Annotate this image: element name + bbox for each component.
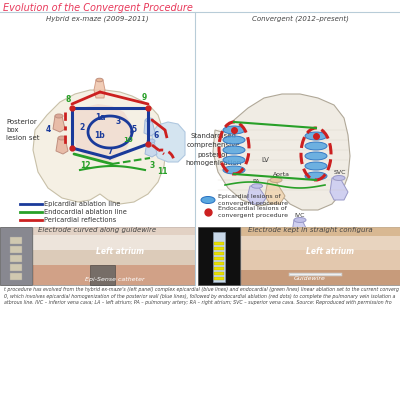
Ellipse shape bbox=[270, 178, 282, 182]
Ellipse shape bbox=[58, 136, 66, 140]
Ellipse shape bbox=[305, 172, 327, 180]
Ellipse shape bbox=[201, 196, 215, 204]
Text: Epicardial ablation line: Epicardial ablation line bbox=[44, 201, 120, 207]
Text: Endocardial lesions of
convergent procedure: Endocardial lesions of convergent proced… bbox=[218, 206, 288, 218]
Text: Hybrid ex-maze (2009–2011): Hybrid ex-maze (2009–2011) bbox=[46, 15, 148, 22]
Bar bbox=[214, 277, 224, 280]
Ellipse shape bbox=[223, 146, 245, 154]
Ellipse shape bbox=[223, 126, 245, 134]
Bar bbox=[241, 227, 400, 236]
Text: t procedure has evolved from the hybrid ex-maze’s (left panel) complex epicardia: t procedure has evolved from the hybrid … bbox=[4, 287, 399, 305]
Text: Guidewire: Guidewire bbox=[294, 276, 326, 280]
Bar bbox=[241, 250, 400, 270]
Text: SVC: SVC bbox=[334, 170, 346, 175]
Text: Electrode kept in straight configura: Electrode kept in straight configura bbox=[248, 227, 372, 233]
Text: Pericardial reflections: Pericardial reflections bbox=[44, 217, 116, 223]
Polygon shape bbox=[53, 116, 65, 132]
Bar bbox=[33, 250, 195, 265]
Bar bbox=[10, 273, 22, 280]
Bar bbox=[241, 227, 400, 285]
Polygon shape bbox=[292, 220, 308, 238]
Text: 4: 4 bbox=[45, 126, 51, 134]
Polygon shape bbox=[330, 178, 348, 200]
Text: Evolution of the Convergent Procedure: Evolution of the Convergent Procedure bbox=[3, 3, 193, 13]
Bar bbox=[241, 236, 400, 250]
Text: 2: 2 bbox=[79, 124, 85, 132]
Text: Left atrium: Left atrium bbox=[96, 248, 144, 256]
Bar bbox=[0, 227, 32, 285]
Text: Convergent (2012–present): Convergent (2012–present) bbox=[252, 15, 348, 22]
Bar bbox=[10, 237, 22, 244]
Text: Posterior
box
lesion set: Posterior box lesion set bbox=[6, 118, 40, 142]
Text: 8: 8 bbox=[65, 96, 71, 104]
Ellipse shape bbox=[55, 114, 63, 118]
Text: Aorta: Aorta bbox=[272, 172, 290, 177]
Ellipse shape bbox=[223, 136, 245, 144]
Bar bbox=[214, 247, 224, 250]
Text: 3: 3 bbox=[115, 118, 121, 126]
Bar bbox=[10, 246, 22, 253]
Text: Electrode curved along guidewire: Electrode curved along guidewire bbox=[38, 227, 156, 233]
Text: Endocardial ablation line: Endocardial ablation line bbox=[44, 209, 127, 215]
Ellipse shape bbox=[223, 156, 245, 164]
Bar bbox=[198, 227, 240, 285]
Ellipse shape bbox=[333, 176, 345, 180]
Text: Left atrium: Left atrium bbox=[306, 248, 354, 256]
Ellipse shape bbox=[252, 184, 262, 188]
Bar bbox=[214, 272, 224, 275]
Polygon shape bbox=[56, 138, 68, 154]
Text: 9: 9 bbox=[141, 94, 147, 102]
Ellipse shape bbox=[96, 78, 103, 82]
Text: 7: 7 bbox=[107, 148, 113, 156]
Text: 1b: 1b bbox=[95, 132, 105, 140]
Ellipse shape bbox=[223, 166, 245, 174]
Ellipse shape bbox=[305, 132, 327, 140]
Bar bbox=[33, 265, 195, 285]
Bar bbox=[10, 255, 22, 262]
Bar bbox=[33, 227, 195, 285]
Polygon shape bbox=[33, 90, 166, 204]
Text: Standardised
comprehensive
posterior
homogenisation: Standardised comprehensive posterior hom… bbox=[185, 134, 241, 166]
Bar bbox=[214, 262, 224, 265]
Ellipse shape bbox=[147, 139, 155, 143]
Text: 11: 11 bbox=[157, 168, 167, 176]
Polygon shape bbox=[265, 180, 285, 204]
Bar bbox=[33, 227, 195, 235]
Text: 10: 10 bbox=[123, 137, 133, 143]
Text: 3: 3 bbox=[149, 162, 155, 170]
Polygon shape bbox=[94, 80, 105, 98]
Polygon shape bbox=[213, 94, 350, 210]
Text: 6: 6 bbox=[153, 132, 159, 140]
Bar bbox=[241, 270, 400, 285]
Text: 1a: 1a bbox=[95, 114, 105, 122]
Polygon shape bbox=[72, 104, 132, 163]
Ellipse shape bbox=[305, 162, 327, 170]
Text: PA: PA bbox=[252, 179, 260, 184]
Text: 5: 5 bbox=[132, 126, 136, 134]
Polygon shape bbox=[145, 141, 157, 157]
Ellipse shape bbox=[305, 142, 327, 150]
Ellipse shape bbox=[146, 118, 154, 122]
Text: LV: LV bbox=[261, 157, 269, 163]
Bar bbox=[214, 267, 224, 270]
Text: 12: 12 bbox=[80, 162, 90, 170]
Polygon shape bbox=[152, 122, 185, 162]
Bar bbox=[214, 252, 224, 255]
Bar bbox=[214, 242, 224, 245]
Ellipse shape bbox=[305, 152, 327, 160]
Bar bbox=[214, 257, 224, 260]
Text: IVC: IVC bbox=[295, 213, 305, 218]
Polygon shape bbox=[144, 120, 155, 136]
Bar bbox=[33, 235, 195, 250]
Text: Epicardial lesions of
convergent procedure: Epicardial lesions of convergent procedu… bbox=[218, 194, 288, 206]
Bar bbox=[213, 232, 225, 282]
Ellipse shape bbox=[294, 218, 306, 222]
Polygon shape bbox=[247, 186, 266, 204]
Bar bbox=[90, 265, 115, 285]
Bar bbox=[10, 264, 22, 271]
Text: Epi-Sense catheter: Epi-Sense catheter bbox=[85, 278, 145, 282]
